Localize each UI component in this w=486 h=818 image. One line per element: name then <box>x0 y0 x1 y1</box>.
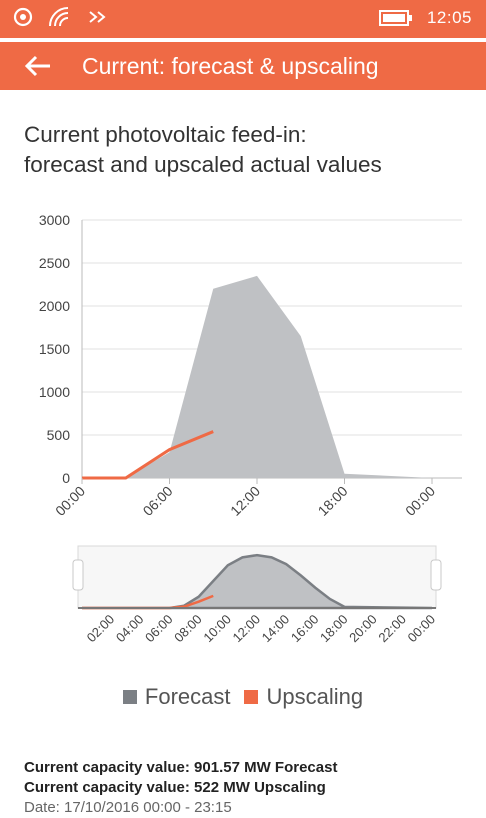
navigator-x-tick-label: 08:00 <box>171 612 205 646</box>
x-tick-label: 00:00 <box>402 483 438 519</box>
upscaling-line <box>82 430 214 480</box>
status-icons <box>12 6 108 28</box>
notification-icon <box>13 7 33 27</box>
legend-label-upscaling: Upscaling <box>266 684 364 709</box>
back-arrow-icon <box>24 55 50 77</box>
navigator-handle-left[interactable] <box>72 559 84 591</box>
status-bar: 12:05 <box>0 0 486 38</box>
y-tick-label: 2500 <box>39 255 70 271</box>
date-range-text: Date: 17/10/2016 00:00 - 23:15 <box>24 799 232 816</box>
wifi-icon <box>49 7 69 27</box>
navigator-x-tick-label: 00:00 <box>405 612 439 646</box>
navigator-x-tick-label: 18:00 <box>317 612 351 646</box>
legend-swatch-upscaling <box>244 690 259 704</box>
navigator-x-tick-label: 10:00 <box>200 612 234 646</box>
y-tick-label: 3000 <box>39 212 70 228</box>
navigator-x-tick-label: 14:00 <box>259 612 293 646</box>
navigator-chart[interactable]: 02:0004:0006:0008:0010:0012:0014:0016:00… <box>0 540 486 680</box>
navigator-x-tick-label: 12:00 <box>230 612 264 646</box>
navigator-handle-right[interactable] <box>430 559 442 591</box>
navigator-x-tick-label: 16:00 <box>288 612 322 646</box>
y-tick-label: 1000 <box>39 384 70 400</box>
capacity-forecast-text: Current capacity value: 901.57 MW Foreca… <box>24 759 338 776</box>
legend-item-upscaling[interactable]: Upscaling <box>244 684 363 710</box>
x-tick-label: 18:00 <box>315 483 351 519</box>
y-tick-label: 0 <box>62 470 70 486</box>
forecast-area <box>82 275 432 478</box>
main-chart: 0 500 1000 1500 2000 2500 3000 00:00 06:00 12:00 1… <box>39 212 462 519</box>
navigator-x-tick-label: 04:00 <box>113 612 147 646</box>
legend-label-forecast: Forecast <box>144 684 231 709</box>
y-tick-label: 1500 <box>39 341 70 357</box>
navigator-x-tick-label: 22:00 <box>375 612 409 646</box>
chart-heading-line-2: forecast and upscaled actual values <box>24 152 382 177</box>
navigator-x-tick-label: 06:00 <box>142 612 176 646</box>
chart-legend: Forecast Upscaling <box>0 682 486 712</box>
data-sync-icon <box>89 11 106 23</box>
app-bar: Current: forecast & upscaling <box>0 42 486 90</box>
capacity-upscaling-text: Current capacity value: 522 MW Upscaling <box>24 779 326 796</box>
x-tick-label: 06:00 <box>140 483 176 519</box>
page-title: Current: forecast & upscaling <box>82 53 379 79</box>
legend-swatch-forecast <box>122 690 137 704</box>
x-tick-label: 00:00 <box>52 483 88 519</box>
chart-heading-line-1: Current photovoltaic feed-in: <box>24 122 307 147</box>
battery-icon <box>378 10 412 26</box>
navigator-forecast-area <box>82 553 433 610</box>
legend-item-forecast[interactable]: Forecast <box>122 684 231 710</box>
y-tick-label: 500 <box>47 427 71 443</box>
navigator-x-tick-label: 20:00 <box>346 612 380 646</box>
chart-heading: Current photovoltaic feed-in: forecast a… <box>24 120 464 180</box>
back-button[interactable] <box>22 52 54 80</box>
y-tick-label: 2000 <box>39 298 70 314</box>
navigator-x-tick-label: 02:00 <box>84 612 118 646</box>
status-time: 12:05 <box>426 8 472 27</box>
capacity-info: Current capacity value: 901.57 MW Foreca… <box>24 758 337 818</box>
x-tick-label: 12:00 <box>227 483 263 519</box>
